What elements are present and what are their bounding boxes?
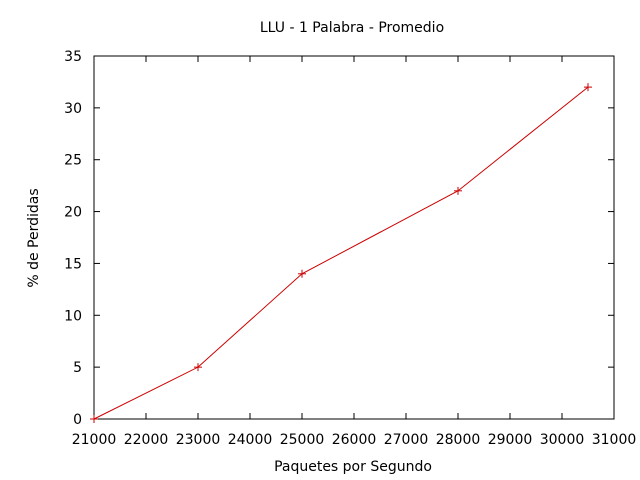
data-point-plus-marker <box>194 363 202 372</box>
x-tick-label: 21000 <box>72 432 117 448</box>
data-point-plus-marker <box>454 186 462 195</box>
data-point-plus-marker <box>90 415 98 423</box>
x-axis-label: Paquetes por Segundo <box>274 459 432 475</box>
x-tick-label: 24000 <box>228 432 273 448</box>
x-tick-label: 26000 <box>332 432 377 448</box>
x-tick-label: 29000 <box>488 432 533 448</box>
y-axis: 0 5 10 15 20 25 30 35 <box>64 49 614 428</box>
chart-title: LLU - 1 Palabra - Promedio <box>260 20 444 36</box>
series-layer <box>90 83 592 423</box>
y-tick-label: 20 <box>64 205 82 221</box>
series-line <box>93 86 589 420</box>
x-tick-label: 25000 <box>280 432 325 448</box>
y-tick-label: 35 <box>64 49 82 65</box>
y-axis-label: % de Perdidas <box>26 188 42 287</box>
y-tick-label: 10 <box>64 308 82 324</box>
x-tick-label: 28000 <box>436 432 481 448</box>
x-tick-label: 30000 <box>540 432 585 448</box>
data-point-plus-marker <box>584 83 592 92</box>
data-point-plus-marker <box>298 269 306 278</box>
y-tick-label: 15 <box>64 256 82 272</box>
x-tick-label: 23000 <box>176 432 221 448</box>
y-tick-label: 5 <box>73 360 82 376</box>
x-tick-label: 31000 <box>592 432 637 448</box>
x-tick-label: 22000 <box>124 432 169 448</box>
x-tick-label: 27000 <box>384 432 429 448</box>
x-axis: 21000 22000 23000 24000 25000 26000 27000 28000… <box>72 56 637 448</box>
y-tick-label: 25 <box>64 153 82 169</box>
y-tick-label: 0 <box>73 412 82 428</box>
y-tick-label: 30 <box>64 101 82 117</box>
plot-frame <box>93 55 615 420</box>
